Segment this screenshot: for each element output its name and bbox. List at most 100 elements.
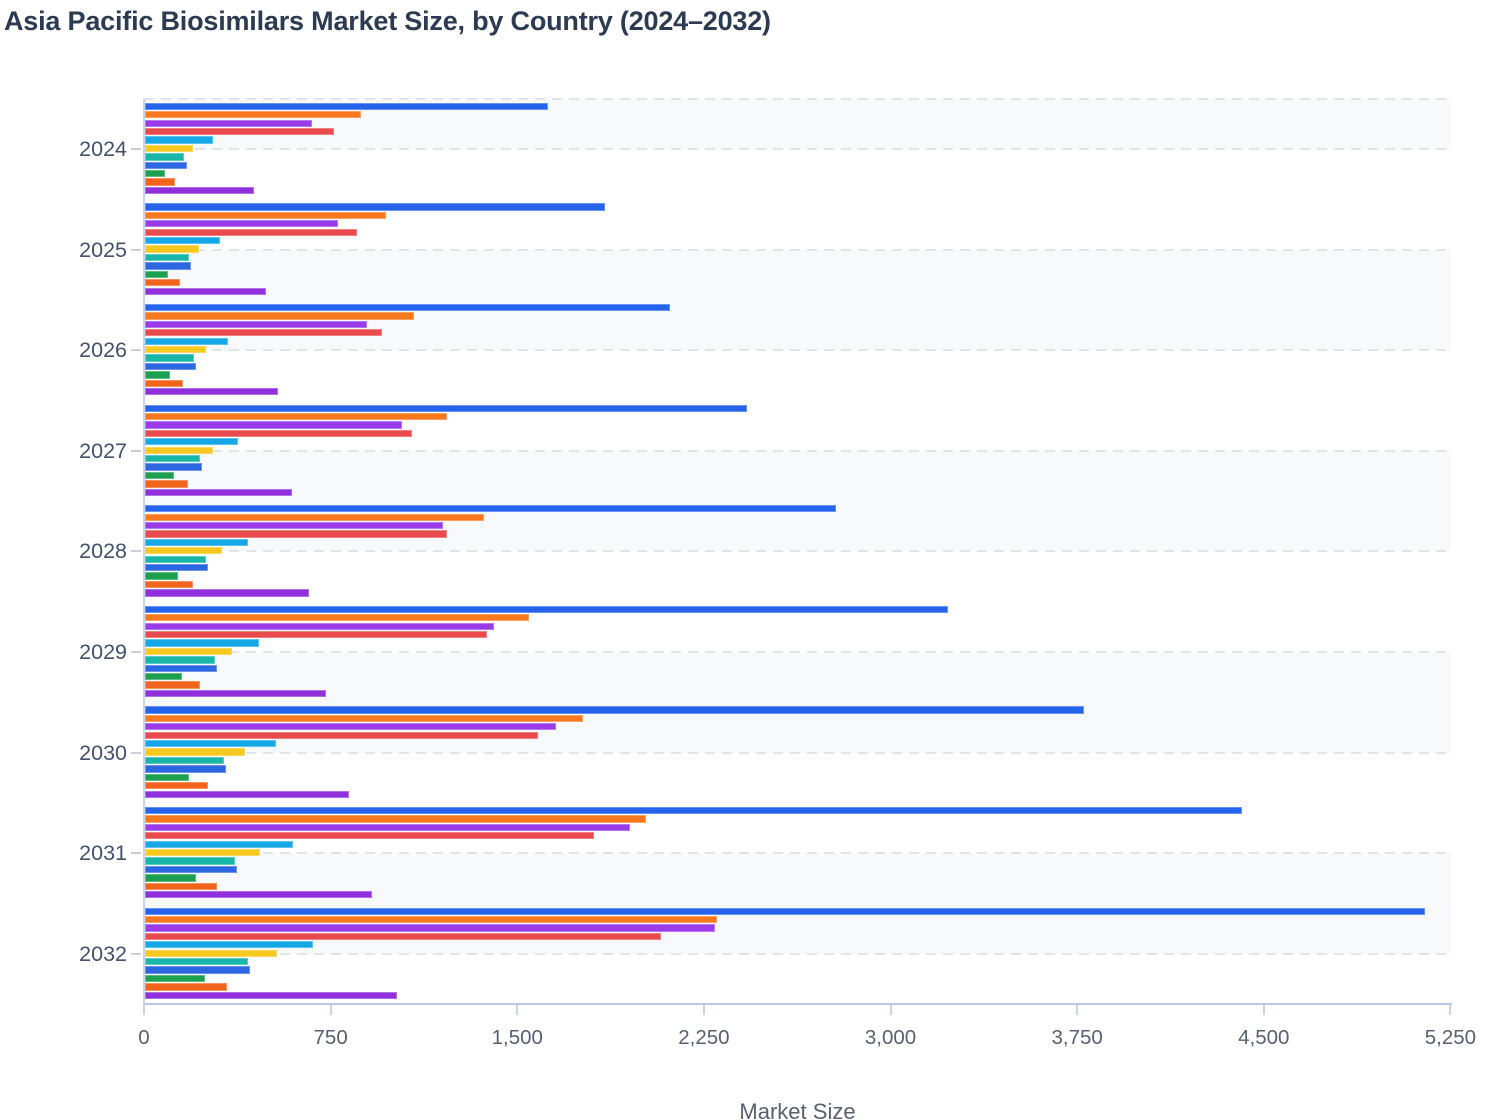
bar-series-02-orange-2027[interactable] [144,412,447,421]
bar-series-11-purple-2029[interactable] [144,689,327,698]
bar-series-07-teal-2026[interactable] [144,354,195,362]
bar-series-04-red-2031[interactable] [144,832,595,840]
bar-series-08-medium-blue-2026[interactable] [144,362,196,371]
bar-series-04-red-2026[interactable] [144,329,382,337]
bar-series-09-green-2031[interactable] [144,874,197,882]
bar-series-11-purple-2027[interactable] [144,488,293,496]
bar-series-01-blue-2027[interactable] [144,404,747,412]
bar-series-04-red-2025[interactable] [144,228,357,236]
bar-series-07-teal-2031[interactable] [144,857,235,865]
bar-series-10-dark-orange-2024[interactable] [144,178,176,186]
bar-series-04-red-2027[interactable] [144,429,412,438]
bar-series-06-yellow-2026[interactable] [144,346,206,354]
bar-series-08-medium-blue-2030[interactable] [144,765,227,773]
bar-series-03-violet-2032[interactable] [144,924,715,932]
bar-series-09-green-2024[interactable] [144,170,166,178]
bar-series-08-medium-blue-2029[interactable] [144,664,218,672]
bar-series-10-dark-orange-2029[interactable] [144,681,200,689]
bar-series-05-sky-blue-2024[interactable] [144,136,213,144]
bar-series-05-sky-blue-2025[interactable] [144,236,221,245]
bar-series-09-green-2027[interactable] [144,471,175,480]
bar-series-02-orange-2028[interactable] [144,513,484,521]
bar-series-06-yellow-2029[interactable] [144,647,232,656]
bar-series-10-dark-orange-2025[interactable] [144,279,180,287]
bar-series-11-purple-2030[interactable] [144,790,349,798]
bar-series-02-orange-2029[interactable] [144,614,530,622]
bar-series-06-yellow-2024[interactable] [144,144,194,153]
bar-series-01-blue-2030[interactable] [144,706,1085,714]
bar-series-04-red-2030[interactable] [144,731,538,739]
bar-series-07-teal-2027[interactable] [144,455,200,463]
bar-series-05-sky-blue-2030[interactable] [144,739,276,748]
bar-series-02-orange-2025[interactable] [144,211,386,220]
bar-series-07-teal-2025[interactable] [144,253,189,262]
bar-series-03-violet-2024[interactable] [144,119,313,127]
bar-series-10-dark-orange-2030[interactable] [144,782,209,790]
bar-series-09-green-2030[interactable] [144,773,190,781]
bar-series-04-red-2029[interactable] [144,630,488,639]
bar-series-11-purple-2024[interactable] [144,186,254,195]
bar-series-03-violet-2028[interactable] [144,521,444,530]
bar-series-01-blue-2029[interactable] [144,605,949,613]
bar-series-03-violet-2031[interactable] [144,823,630,832]
bar-series-01-blue-2024[interactable] [144,102,548,110]
bar-series-08-medium-blue-2024[interactable] [144,161,187,169]
bar-series-05-sky-blue-2027[interactable] [144,438,238,446]
bar-series-08-medium-blue-2027[interactable] [144,463,202,471]
bar-series-01-blue-2028[interactable] [144,505,837,513]
bar-series-09-green-2029[interactable] [144,673,183,681]
bar-series-06-yellow-2032[interactable] [144,949,277,957]
bar-series-08-medium-blue-2028[interactable] [144,564,209,572]
bar-series-11-purple-2026[interactable] [144,388,279,396]
bar-series-05-sky-blue-2029[interactable] [144,639,260,647]
bar-series-09-green-2026[interactable] [144,371,171,379]
bar-series-06-yellow-2030[interactable] [144,748,246,756]
bar-series-06-yellow-2025[interactable] [144,245,199,253]
bar-series-11-purple-2031[interactable] [144,891,372,899]
bar-series-02-orange-2032[interactable] [144,915,717,924]
bar-series-10-dark-orange-2026[interactable] [144,379,183,387]
bar-series-01-blue-2025[interactable] [144,203,605,211]
bar-series-10-dark-orange-2031[interactable] [144,882,217,890]
bar-series-05-sky-blue-2028[interactable] [144,538,248,547]
bar-series-06-yellow-2028[interactable] [144,547,222,555]
bar-series-03-violet-2029[interactable] [144,622,495,630]
bar-series-06-yellow-2027[interactable] [144,446,214,454]
bar-series-04-red-2028[interactable] [144,530,447,538]
bar-series-09-green-2028[interactable] [144,572,178,580]
bar-series-10-dark-orange-2032[interactable] [144,983,228,991]
bar-series-05-sky-blue-2031[interactable] [144,840,293,848]
bar-series-02-orange-2031[interactable] [144,815,647,823]
bar-series-08-medium-blue-2025[interactable] [144,262,192,270]
bar-series-09-green-2032[interactable] [144,974,206,983]
bar-series-11-purple-2025[interactable] [144,287,266,295]
bar-series-07-teal-2032[interactable] [144,958,248,966]
bar-series-03-violet-2027[interactable] [144,421,402,429]
bar-series-01-blue-2031[interactable] [144,806,1242,815]
bar-series-05-sky-blue-2032[interactable] [144,941,314,949]
bar-series-09-green-2025[interactable] [144,270,169,278]
bar-series-07-teal-2024[interactable] [144,153,185,161]
bar-series-07-teal-2028[interactable] [144,555,207,563]
bar-series-03-violet-2030[interactable] [144,723,556,731]
bar-series-02-orange-2030[interactable] [144,714,584,723]
bar-series-03-violet-2025[interactable] [144,220,338,228]
bar-series-08-medium-blue-2032[interactable] [144,966,250,974]
bar-series-10-dark-orange-2027[interactable] [144,480,189,488]
bar-series-10-dark-orange-2028[interactable] [144,580,194,589]
bar-series-01-blue-2032[interactable] [144,907,1426,915]
bar-series-07-teal-2030[interactable] [144,756,224,765]
bar-series-08-medium-blue-2031[interactable] [144,865,238,874]
bar-series-03-violet-2026[interactable] [144,320,367,329]
bar-series-02-orange-2026[interactable] [144,312,414,320]
bar-series-01-blue-2026[interactable] [144,303,670,312]
bar-series-04-red-2032[interactable] [144,932,662,941]
bar-series-02-orange-2024[interactable] [144,111,361,119]
bar-series-04-red-2024[interactable] [144,127,335,136]
bar-series-11-purple-2028[interactable] [144,589,309,597]
bar-series-11-purple-2032[interactable] [144,991,397,999]
bar-series-05-sky-blue-2026[interactable] [144,337,229,345]
bar-series-07-teal-2029[interactable] [144,656,216,664]
bar-series-06-yellow-2031[interactable] [144,849,260,857]
